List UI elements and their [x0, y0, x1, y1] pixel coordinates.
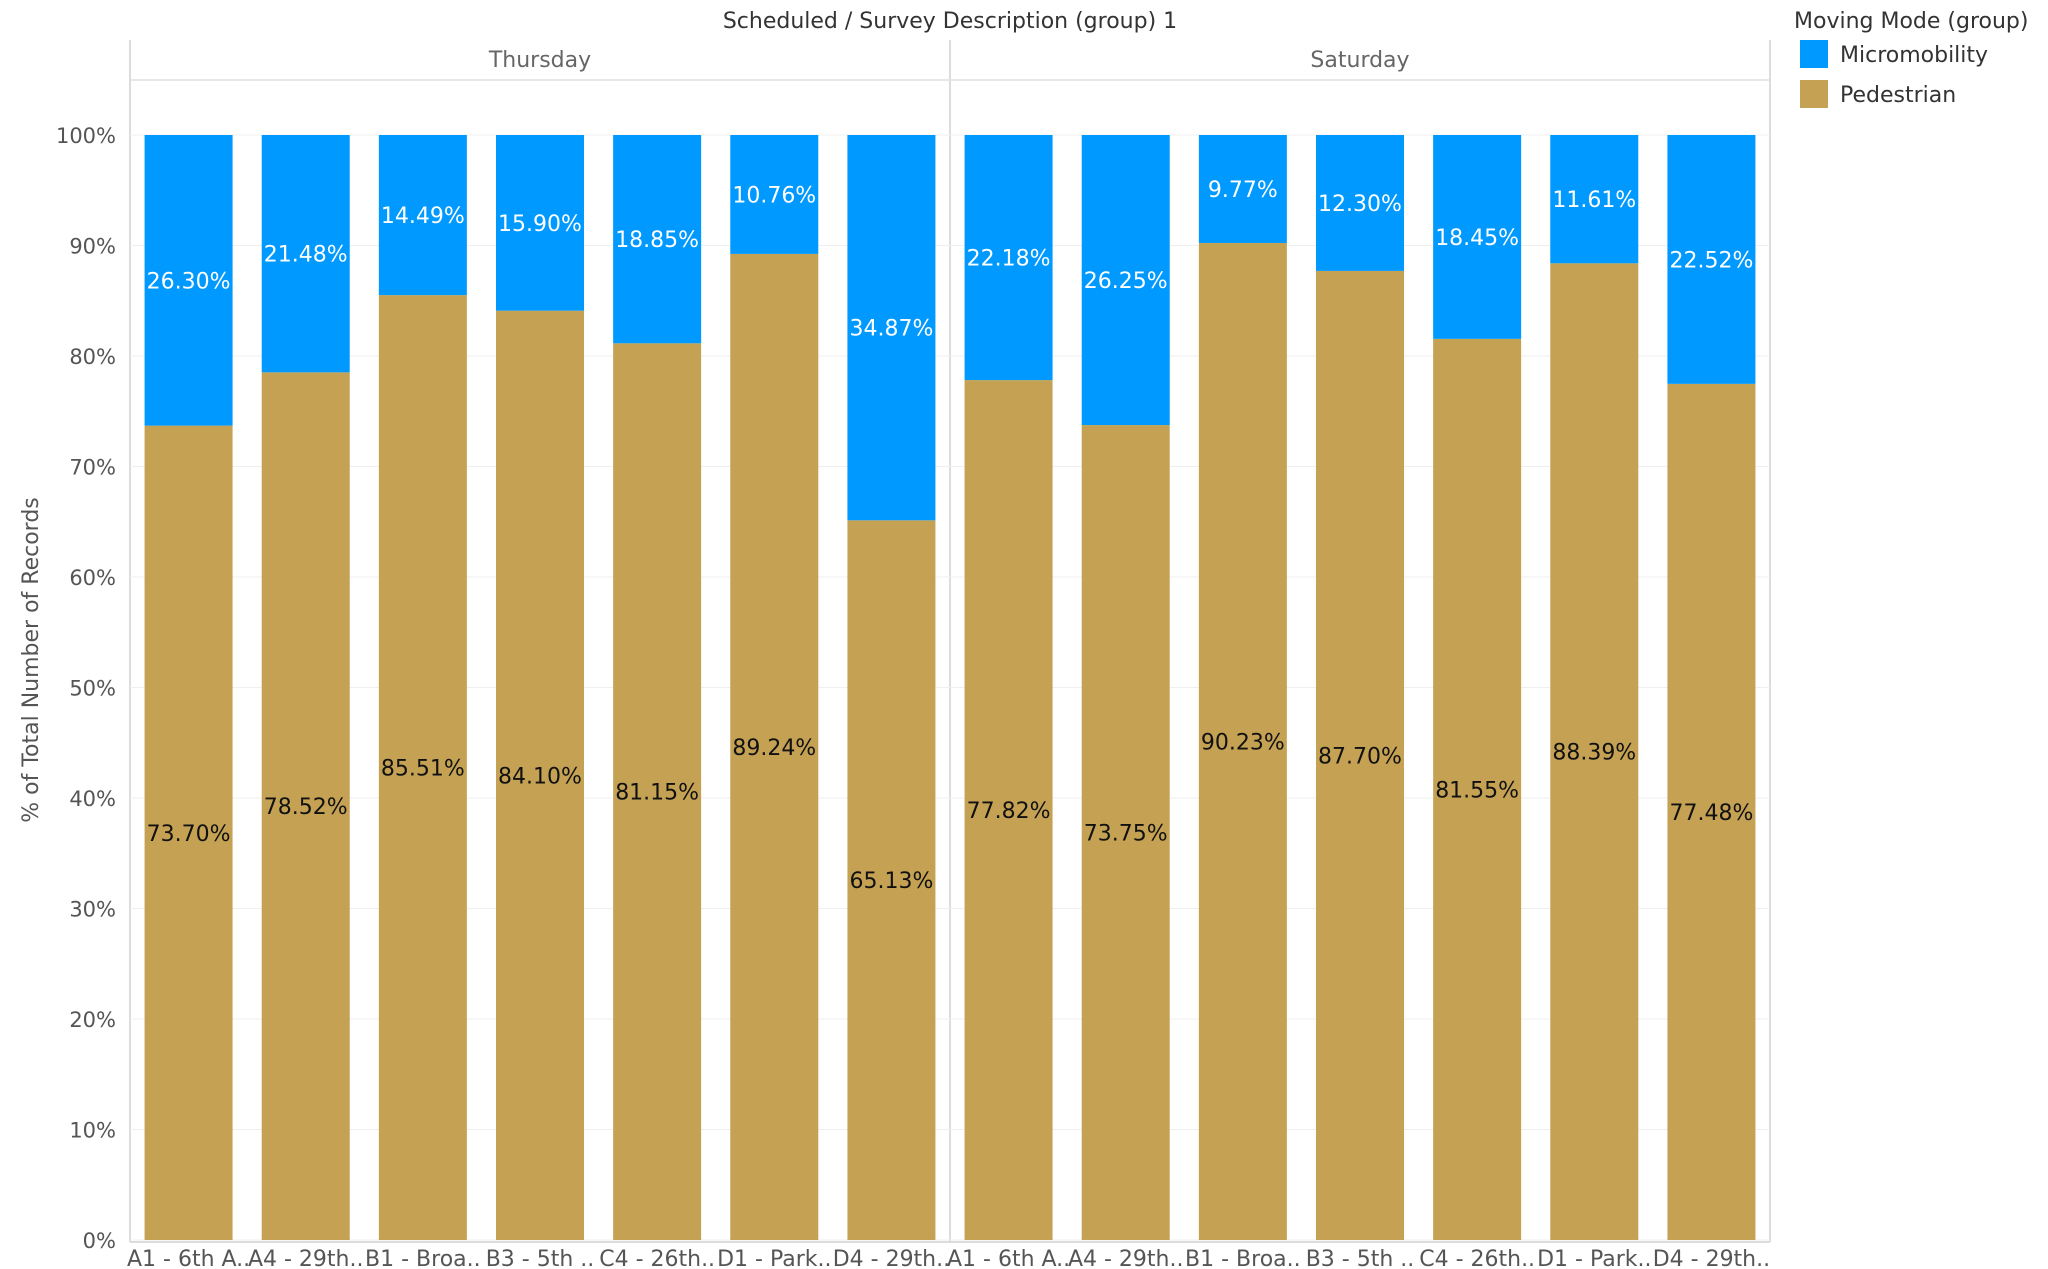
data-label-micromobility: 11.61% — [1552, 188, 1636, 213]
x-tick-label: D1 - Park.. — [717, 1247, 831, 1269]
header-title: Scheduled / Survey Description (group) 1 — [723, 9, 1177, 34]
data-label-pedestrian: 87.70% — [1318, 744, 1402, 769]
data-label-micromobility: 21.48% — [264, 243, 348, 268]
bar-pedestrian[interactable] — [1433, 338, 1522, 1240]
y-tick-label: 40% — [69, 787, 116, 811]
bar-micromobility[interactable] — [1198, 135, 1287, 243]
bar-pedestrian[interactable] — [1198, 242, 1287, 1240]
data-label-pedestrian: 77.82% — [967, 799, 1051, 824]
y-axis-title: % of Total Number of Records — [19, 497, 44, 823]
y-tick-label: 0% — [83, 1229, 116, 1253]
x-tick-label: A4 - 29th.. — [248, 1247, 364, 1269]
data-label-pedestrian: 90.23% — [1201, 730, 1285, 755]
x-tick-label: A1 - 6th A.. — [127, 1247, 250, 1269]
data-label-micromobility: 10.76% — [732, 183, 816, 208]
data-label-pedestrian: 89.24% — [732, 736, 816, 761]
y-tick-label: 100% — [56, 124, 116, 148]
x-tick-label: A4 - 29th.. — [1068, 1247, 1184, 1269]
x-tick-label: C4 - 26th.. — [1419, 1247, 1535, 1269]
bar-micromobility[interactable] — [847, 135, 936, 521]
bar-micromobility[interactable] — [1316, 135, 1404, 271]
data-label-micromobility: 14.49% — [381, 204, 465, 229]
legend-title: Moving Mode (group) — [1794, 9, 2028, 34]
bar-pedestrian[interactable] — [1667, 383, 1756, 1240]
data-label-micromobility: 26.25% — [1084, 269, 1168, 294]
data-label-micromobility: 22.52% — [1669, 248, 1753, 273]
data-label-pedestrian: 73.70% — [147, 822, 231, 847]
bar-pedestrian[interactable] — [613, 343, 702, 1241]
data-label-micromobility: 12.30% — [1318, 192, 1402, 217]
bar-pedestrian[interactable] — [730, 253, 819, 1240]
data-label-pedestrian: 65.13% — [849, 869, 933, 894]
panel-label-saturday: Saturday — [1310, 48, 1409, 73]
x-tick-label: B1 - Broa.. — [1185, 1247, 1301, 1269]
y-tick-label: 80% — [69, 345, 116, 369]
x-tick-label: B1 - Broa.. — [365, 1247, 481, 1269]
data-label-pedestrian: 77.48% — [1669, 801, 1753, 826]
y-tick-label: 50% — [69, 677, 116, 701]
bar-pedestrian[interactable] — [1550, 263, 1639, 1240]
data-label-pedestrian: 81.15% — [615, 781, 699, 806]
data-label-pedestrian: 73.75% — [1084, 822, 1168, 847]
bar-pedestrian[interactable] — [847, 520, 936, 1240]
legend-swatch-micromobility[interactable] — [1800, 40, 1828, 68]
bar-pedestrian[interactable] — [1081, 425, 1170, 1240]
x-tick-label: B3 - 5th .. — [486, 1247, 595, 1269]
y-tick-label: 60% — [69, 566, 116, 590]
legend-swatch-pedestrian[interactable] — [1800, 80, 1828, 108]
bar-micromobility[interactable] — [1550, 135, 1639, 264]
bar-micromobility[interactable] — [144, 135, 233, 426]
x-tick-label: C4 - 26th.. — [599, 1247, 715, 1269]
bar-micromobility[interactable] — [730, 135, 819, 254]
data-label-pedestrian: 78.52% — [264, 795, 348, 820]
data-label-pedestrian: 81.55% — [1435, 778, 1519, 803]
bar-micromobility[interactable] — [964, 135, 1053, 381]
y-tick-label: 10% — [69, 1119, 116, 1143]
bar-micromobility[interactable] — [378, 135, 467, 296]
x-tick-label: D1 - Park.. — [1537, 1247, 1651, 1269]
y-tick-label: 20% — [69, 1008, 116, 1032]
x-tick-label: B3 - 5th .. — [1306, 1247, 1415, 1269]
data-label-micromobility: 22.18% — [967, 247, 1051, 272]
y-tick-label: 30% — [69, 898, 116, 922]
bar-micromobility[interactable] — [1433, 135, 1522, 339]
bar-pedestrian[interactable] — [1316, 270, 1404, 1240]
legend-item-micromobility: Micromobility — [1840, 43, 1988, 68]
data-label-micromobility: 15.90% — [498, 212, 582, 237]
data-label-pedestrian: 85.51% — [381, 757, 465, 782]
data-label-pedestrian: 88.39% — [1552, 741, 1636, 766]
bar-micromobility[interactable] — [496, 135, 584, 311]
bar-pedestrian[interactable] — [964, 380, 1053, 1240]
bar-micromobility[interactable] — [1667, 135, 1756, 384]
x-tick-label: A1 - 6th A.. — [947, 1247, 1070, 1269]
bar-pedestrian[interactable] — [261, 372, 350, 1240]
data-label-pedestrian: 84.10% — [498, 764, 582, 789]
data-label-micromobility: 26.30% — [147, 269, 231, 294]
y-tick-label: 90% — [69, 235, 116, 259]
bar-micromobility[interactable] — [613, 135, 702, 344]
data-label-micromobility: 18.85% — [615, 228, 699, 253]
bar-micromobility[interactable] — [1081, 135, 1170, 426]
panel-label-thursday: Thursday — [488, 48, 591, 73]
legend-item-pedestrian: Pedestrian — [1840, 83, 1956, 108]
data-label-micromobility: 9.77% — [1208, 178, 1278, 203]
data-label-micromobility: 34.87% — [849, 317, 933, 342]
bar-pedestrian[interactable] — [144, 425, 233, 1240]
y-tick-label: 70% — [69, 456, 116, 480]
bar-pedestrian[interactable] — [496, 310, 584, 1240]
bar-micromobility[interactable] — [261, 135, 350, 373]
bar-pedestrian[interactable] — [378, 295, 467, 1240]
x-tick-label: D4 - 29th.. — [1653, 1247, 1770, 1269]
x-tick-label: D4 - 29th.. — [833, 1247, 950, 1269]
data-label-micromobility: 18.45% — [1435, 226, 1519, 251]
